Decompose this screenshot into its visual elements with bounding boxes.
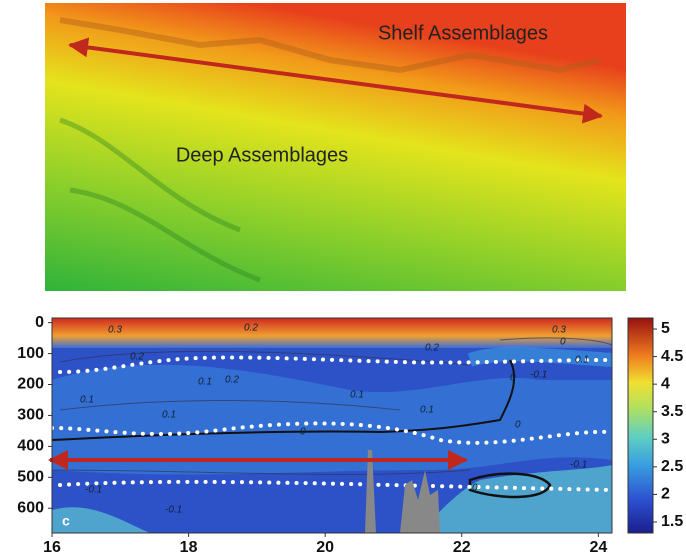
contour-label: 0.1 (162, 410, 176, 421)
contour-label: 0.2 (425, 343, 439, 354)
contour-label: 0.2 (225, 375, 239, 386)
x-tick-label: 18 (180, 539, 198, 556)
contour-label: 0 (300, 427, 306, 438)
deep-label: Deep Assemblages (176, 144, 348, 166)
x-tick-label: 20 (316, 539, 334, 556)
y-tick-label: 100 (17, 345, 44, 362)
x-tick-label: 16 (43, 539, 61, 556)
contour-label: 0.2 (130, 352, 144, 363)
colorbar-tick-label: 2 (661, 486, 670, 503)
y-tick-label: 200 (17, 376, 44, 393)
y-tick-label: 400 (17, 438, 44, 455)
contour-label: 0 (560, 337, 566, 348)
colorbar (628, 318, 653, 533)
contour-label: 0.1 (198, 377, 212, 388)
y-tick-label: 0 (35, 314, 44, 331)
contour-label: 0.1 (575, 355, 589, 366)
contour-label: 0.3 (108, 325, 122, 336)
bathymetry-panel: Shelf Assemblages Deep Assemblages (45, 3, 626, 291)
y-tick-label: 600 (17, 499, 44, 516)
colorbar-tick-label: 1.5 (661, 513, 683, 530)
x-tick-label: 22 (453, 539, 471, 556)
colorbar-tick-label: 4.5 (661, 348, 683, 365)
contour-label: 0 (515, 420, 521, 431)
colorbar-tick-label: 2.5 (661, 458, 683, 475)
contour-label: -0.1 (530, 370, 547, 381)
y-tick-label: 500 (17, 469, 44, 486)
contour-label: -0.1 (570, 460, 587, 471)
colorbar-tick-label: 3.5 (661, 403, 683, 420)
shelf-label: Shelf Assemblages (378, 22, 548, 44)
figure: Shelf Assemblages Deep Assemblages c 0 10… (0, 0, 686, 557)
contour-label: -0.1 (85, 485, 102, 496)
panel-label: c (62, 513, 70, 529)
field-surface (52, 318, 612, 348)
contour-label: 0.1 (80, 395, 94, 406)
contour-label: 0.3 (552, 325, 566, 336)
contour-label: 0.1 (420, 405, 434, 416)
contour-label: -0.1 (165, 505, 182, 516)
colorbar-tick-label: 5 (661, 320, 670, 337)
contour-label: 0 (472, 483, 478, 494)
colorbar-tick-label: 3 (661, 431, 670, 448)
contour-label: 0.2 (244, 323, 258, 334)
colorbar-tick-label: 4 (661, 375, 670, 392)
y-tick-label: 300 (17, 407, 44, 424)
contour-label: 0 (510, 373, 516, 384)
contour-label: 0.1 (350, 390, 364, 401)
contour-plot: c (50, 318, 653, 533)
x-tick-label: 24 (589, 539, 607, 556)
